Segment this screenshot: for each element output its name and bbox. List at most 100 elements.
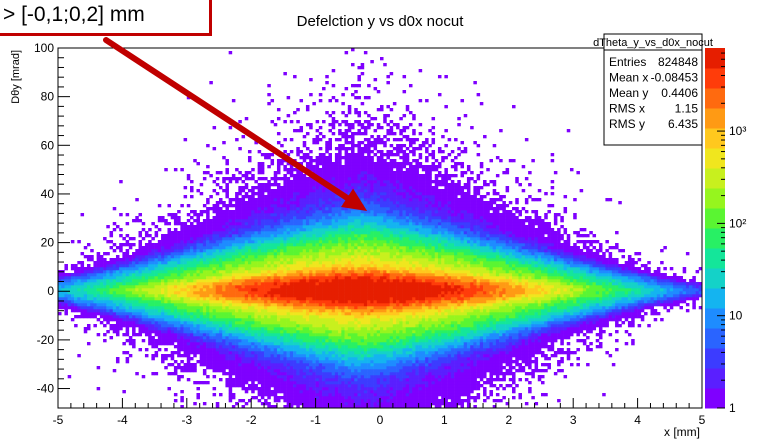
heatmap-cell (244, 387, 249, 391)
heatmap-cell (241, 294, 246, 298)
heatmap-cell (315, 312, 320, 316)
heatmap-cell (293, 198, 297, 202)
heatmap-cell (90, 309, 94, 313)
heatmap-cell (283, 312, 287, 316)
heatmap-cell (251, 186, 255, 190)
heatmap-cell (273, 348, 278, 352)
heatmap-cell (309, 150, 313, 154)
heatmap-cell (286, 264, 291, 268)
heatmap-cell (148, 315, 152, 319)
heatmap-cell (315, 129, 320, 133)
heatmap-cell (251, 195, 255, 199)
heatmap-cell (299, 318, 304, 322)
heatmap-cell (186, 321, 191, 325)
heatmap-cell (244, 336, 249, 340)
heatmap-cell (141, 276, 146, 280)
heatmap-cell (173, 231, 178, 235)
heatmap-cell (138, 234, 143, 238)
heatmap-cell (325, 366, 329, 370)
heatmap-cell (138, 327, 143, 331)
heatmap-cell (299, 342, 304, 346)
heatmap-cell (257, 297, 262, 301)
heatmap-cell (276, 384, 281, 388)
heatmap-cell (241, 195, 246, 199)
heatmap-cell (222, 321, 226, 325)
heatmap-cell (254, 228, 258, 232)
heatmap-cell (302, 195, 307, 199)
heatmap-cell (296, 336, 300, 340)
heatmap-cell (296, 381, 300, 385)
heatmap-cell (270, 312, 275, 316)
heatmap-cell (151, 291, 155, 295)
heatmap-cell (338, 279, 342, 283)
heatmap-cell (202, 225, 207, 229)
heatmap-cell (289, 267, 294, 271)
heatmap-cell (222, 249, 226, 253)
heatmap-cell (148, 243, 152, 247)
heatmap-cell (296, 360, 300, 364)
heatmap-cell (318, 159, 323, 163)
heatmap-cell (296, 363, 300, 367)
heatmap-cell (309, 336, 313, 340)
heatmap-cell (276, 285, 281, 289)
heatmap-cell (215, 318, 220, 322)
heatmap-cell (231, 363, 236, 367)
heatmap-cell (164, 258, 168, 262)
heatmap-cell (289, 219, 294, 223)
heatmap-cell (338, 330, 342, 334)
heatmap-cell (93, 279, 97, 283)
heatmap-cell (161, 336, 165, 340)
heatmap-cell (244, 219, 249, 223)
heatmap-cell (144, 327, 149, 331)
heatmap-cell (312, 345, 316, 349)
heatmap-cell (70, 273, 75, 277)
heatmap-cell (241, 258, 246, 262)
heatmap-cell (260, 342, 265, 346)
heatmap-cell (296, 396, 300, 400)
heatmap-cell (328, 177, 332, 181)
heatmap-cell (341, 342, 345, 346)
heatmap-cell (183, 300, 188, 304)
heatmap-cell (276, 237, 281, 241)
heatmap-cell (318, 393, 323, 397)
heatmap-cell (209, 291, 213, 295)
heatmap-cell (138, 276, 143, 280)
heatmap-cell (96, 258, 101, 262)
heatmap-cell (322, 225, 326, 229)
heatmap-cell (180, 375, 184, 379)
heatmap-cell (312, 270, 316, 274)
heatmap-cell (270, 300, 275, 304)
heatmap-cell (186, 357, 191, 361)
heatmap-cell (148, 291, 152, 295)
heatmap-cell (196, 243, 200, 247)
heatmap-cell (231, 255, 236, 259)
heatmap-cell (141, 288, 146, 292)
heatmap-cell (167, 234, 171, 238)
heatmap-cell (299, 345, 304, 349)
heatmap-cell (309, 228, 313, 232)
heatmap-cell (109, 267, 114, 271)
heatmap-cell (334, 252, 339, 256)
heatmap-cell (309, 324, 313, 328)
heatmap-cell (222, 351, 226, 355)
heatmap-cell (177, 303, 181, 307)
heatmap-cell (299, 351, 304, 355)
heatmap-cell (186, 315, 191, 319)
heatmap-cell (283, 198, 287, 202)
heatmap-cell (270, 351, 275, 355)
heatmap-cell (202, 369, 207, 373)
heatmap-cell (325, 285, 329, 289)
heatmap-cell (325, 111, 329, 115)
heatmap-cell (199, 243, 204, 247)
heatmap-cell (238, 201, 242, 205)
heatmap-cell (312, 216, 316, 220)
heatmap-cell (276, 213, 281, 217)
heatmap-cell (315, 201, 320, 205)
heatmap-cell (103, 303, 107, 307)
heatmap-cell (260, 312, 265, 316)
heatmap-cell (302, 135, 307, 139)
heatmap-cell (270, 267, 275, 271)
heatmap-cell (83, 282, 88, 286)
heatmap-cell (106, 300, 110, 304)
heatmap-cell (276, 399, 281, 403)
